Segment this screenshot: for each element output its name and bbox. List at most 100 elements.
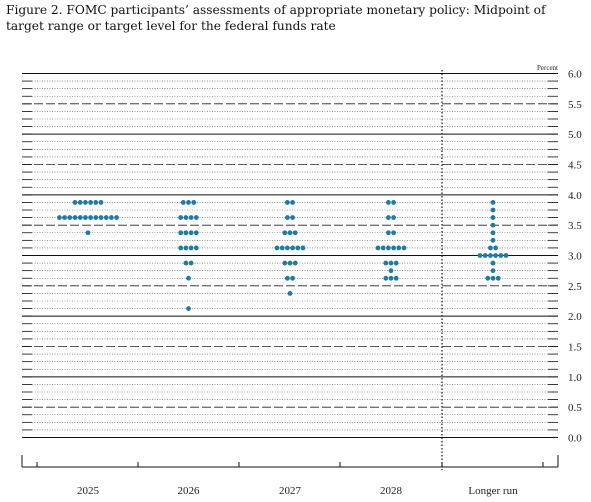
- data-dot: [274, 245, 280, 251]
- y-tick-label: 5.5: [568, 99, 582, 111]
- data-dot: [98, 215, 104, 220]
- data-dot: [391, 215, 396, 220]
- data-dot: [388, 260, 394, 266]
- data-dot: [85, 230, 91, 236]
- data-dot: [388, 268, 394, 274]
- data-dot: [77, 200, 83, 205]
- data-dot: [380, 245, 386, 251]
- data-dot: [183, 230, 189, 236]
- data-dot: [498, 253, 504, 258]
- data-dot: [482, 253, 488, 258]
- data-dot: [488, 253, 493, 258]
- data-dot: [188, 230, 194, 236]
- data-dot: [193, 245, 199, 251]
- data-dot: [386, 215, 391, 220]
- data-dot: [290, 200, 295, 205]
- data-dot: [393, 275, 399, 281]
- data-dot: [103, 215, 109, 220]
- data-dot: [178, 215, 184, 220]
- y-tick-label: 1.0: [568, 372, 582, 384]
- data-dot: [285, 215, 290, 220]
- data-dot: [72, 200, 78, 205]
- data-dot: [83, 200, 88, 205]
- data-dot: [114, 215, 119, 220]
- data-dot: [493, 245, 498, 251]
- data-dot: [183, 260, 189, 266]
- data-dot: [72, 215, 78, 220]
- data-dot: [191, 200, 197, 205]
- y-tick-label: 4.0: [568, 190, 582, 202]
- data-dot: [490, 268, 496, 274]
- data-dot: [290, 275, 295, 281]
- data-dot: [186, 200, 191, 205]
- data-dot: [495, 275, 501, 281]
- data-dot: [285, 200, 290, 205]
- data-dot: [490, 222, 496, 228]
- data-dot: [88, 215, 93, 220]
- data-dot: [401, 245, 407, 251]
- data-dot: [285, 245, 290, 251]
- data-dot: [490, 260, 496, 266]
- data-dot: [67, 215, 73, 220]
- data-dot: [490, 215, 496, 220]
- data-dot: [388, 275, 394, 281]
- data-dot: [77, 215, 83, 220]
- data-dot: [183, 215, 189, 220]
- data-dot: [490, 237, 496, 243]
- y-tick-label: 2.0: [568, 311, 582, 323]
- data-dot: [391, 200, 396, 205]
- y-tick-label: 4.5: [568, 160, 582, 172]
- data-dot: [290, 245, 295, 251]
- data-dot: [503, 253, 509, 258]
- data-dot: [188, 260, 194, 266]
- data-dot: [292, 260, 298, 266]
- data-dot: [282, 230, 288, 236]
- data-dot: [493, 253, 498, 258]
- data-dot: [287, 291, 293, 296]
- y-tick-label: 3.0: [568, 251, 582, 263]
- y-tick-label: 5.0: [568, 129, 582, 141]
- data-dot: [300, 245, 306, 251]
- data-dot: [109, 215, 114, 220]
- data-dot: [180, 200, 186, 205]
- data-dot: [490, 207, 496, 213]
- data-dot: [193, 230, 199, 236]
- data-dot: [188, 245, 194, 251]
- data-dot: [285, 275, 290, 281]
- data-dot: [98, 200, 104, 205]
- data-dot: [290, 215, 295, 220]
- data-dot: [490, 200, 496, 205]
- y-tick-label: 0.0: [568, 433, 582, 445]
- y-tick-label: 3.5: [568, 220, 582, 232]
- data-dot: [391, 245, 396, 251]
- data-dot: [383, 260, 389, 266]
- data-dot: [188, 215, 194, 220]
- data-dot: [282, 260, 288, 266]
- data-dot: [93, 200, 99, 205]
- data-dot: [391, 230, 396, 236]
- y-tick-label: 2.5: [568, 281, 582, 293]
- y-tick-label: 6.0: [568, 69, 582, 81]
- y-tick-label: 0.5: [568, 402, 582, 414]
- data-dot: [57, 215, 62, 220]
- data-dot: [186, 306, 191, 311]
- data-dot: [93, 215, 99, 220]
- data-dot: [287, 260, 293, 266]
- data-dot: [186, 275, 191, 281]
- data-dot: [383, 275, 389, 281]
- x-tick-label: Longer run: [468, 485, 518, 497]
- data-dot: [386, 200, 391, 205]
- data-dot: [178, 245, 184, 251]
- data-dot: [295, 245, 301, 251]
- data-dot: [477, 253, 483, 258]
- y-tick-label: 1.5: [568, 342, 582, 354]
- data-dot: [386, 230, 391, 236]
- data-dot: [287, 230, 293, 236]
- data-dot: [386, 245, 391, 251]
- data-dot: [485, 275, 491, 281]
- data-dot: [393, 260, 399, 266]
- data-dot: [178, 230, 184, 236]
- data-dot: [490, 230, 496, 236]
- data-dot: [183, 245, 189, 251]
